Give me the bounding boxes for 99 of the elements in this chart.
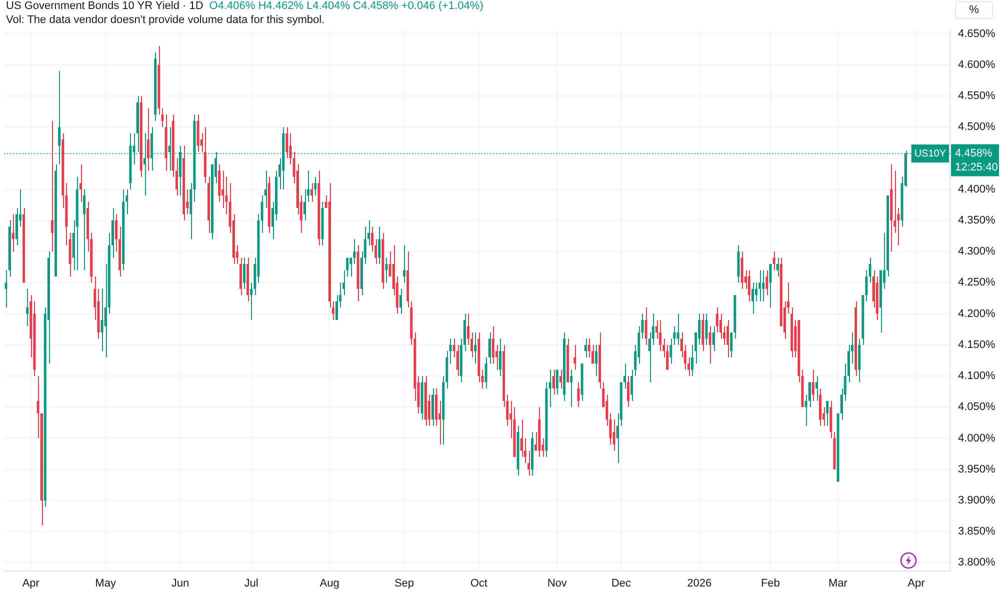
candlestick (577, 382, 580, 408)
candlestick (726, 320, 730, 358)
candlestick (26, 288, 29, 327)
x-tick-label: Dec (611, 577, 632, 590)
candlestick (332, 300, 334, 321)
candlestick (712, 326, 715, 352)
candlestick (559, 369, 562, 389)
candlestick (594, 344, 598, 377)
candlestick (492, 326, 494, 364)
candlestick (623, 363, 626, 389)
candlestick (815, 376, 818, 402)
ref-line-label: US10Y (914, 148, 946, 160)
candlestick (705, 313, 708, 346)
candlestick (350, 257, 352, 277)
candlestick (264, 170, 267, 208)
x-tick-label: Apr (908, 577, 926, 590)
candlestick (353, 238, 356, 264)
candlestick (865, 270, 868, 302)
text: 4.458% (955, 147, 993, 160)
candlestick (552, 369, 555, 396)
candlestick (12, 214, 14, 252)
y-tick-label: 4.350% (958, 214, 996, 226)
candlestick (716, 307, 718, 333)
y-tick-label: 4.400% (958, 183, 996, 196)
x-tick-label: Jul (244, 577, 258, 590)
candlestick (826, 400, 829, 426)
y-tick-label: 4.000% (958, 432, 996, 444)
candlestick (346, 257, 349, 277)
text: O4.406% H4.462% L4.404% C4.458% +0.046 (+1.04%) (209, 0, 484, 12)
y-tick-label: 3.800% (958, 556, 996, 569)
candlestick (474, 332, 477, 364)
candlestick (776, 257, 779, 277)
candlestick (626, 376, 630, 408)
candlestick (570, 369, 573, 408)
y-tick-label: 4.150% (958, 338, 996, 351)
candlestick (758, 270, 762, 302)
candlestick (584, 338, 587, 358)
candlestick (338, 282, 342, 308)
candlestick (399, 288, 402, 314)
candlestick (730, 332, 733, 358)
chart-subtitle: Vol: The data vendor doesn't provide volume data for this symbol. (6, 14, 325, 26)
candlestick (286, 126, 288, 159)
candlestick (303, 188, 306, 221)
candlestick (754, 282, 758, 302)
chart-title: US Government Bonds 10 YR Yield · 1D (6, 0, 204, 12)
candlestick (310, 182, 314, 202)
y-tick-label: 4.200% (958, 308, 996, 320)
candlestick (449, 338, 452, 364)
candlestick (527, 450, 530, 476)
candlestick (762, 270, 765, 302)
candlestick (335, 294, 338, 321)
candlestick (574, 344, 576, 370)
candlestick (242, 257, 246, 290)
x-tick-label: Aug (320, 577, 340, 590)
x-tick-label: May (95, 577, 116, 590)
y-tick-label: 3.900% (958, 494, 996, 507)
y-tick-label: 3.850% (958, 526, 996, 538)
candlestick (670, 338, 672, 364)
x-tick-label: Apr (22, 577, 40, 590)
candlestick (222, 170, 224, 208)
x-tick-label: Mar (828, 577, 848, 590)
x-tick-label: Feb (760, 577, 780, 590)
x-tick-label: Sep (394, 577, 414, 590)
candlestick (378, 226, 381, 264)
candlestick (751, 282, 754, 314)
y-tick-label: 4.500% (958, 121, 996, 134)
candlestick (766, 270, 768, 296)
candlestick (630, 369, 634, 402)
y-axis-title: % (955, 1, 993, 19)
candlestick (82, 188, 86, 271)
y-tick-label: 4.100% (958, 370, 996, 382)
y-tick-label: 4.250% (958, 276, 996, 289)
candlestick (146, 108, 150, 172)
x-tick-label: 2026 (687, 577, 712, 590)
candlestick (673, 326, 676, 346)
candlestick (402, 244, 406, 284)
candlestick (498, 338, 502, 377)
x-tick-label: Jun (171, 577, 190, 590)
candlestick (50, 120, 54, 252)
x-tick-label: Oct (470, 577, 488, 590)
candlestick (385, 257, 388, 284)
y-tick-label: 4.600% (958, 58, 996, 71)
candlestick (161, 108, 164, 128)
candlestick (314, 176, 317, 196)
candlestick (520, 419, 523, 458)
y-tick-label: 3.950% (958, 463, 996, 476)
x-tick-label: Nov (547, 577, 568, 590)
y-tick-label: 4.650% (958, 28, 996, 40)
candlestick (769, 263, 772, 308)
text: 12:25:40 (955, 161, 998, 174)
candlestick (79, 164, 82, 202)
candlestick (658, 320, 662, 352)
y-tick-label: 4.550% (958, 90, 996, 102)
y-tick-label: 4.050% (958, 401, 996, 414)
candlestick (812, 369, 814, 402)
y-tick-label: 4.300% (958, 246, 996, 258)
candlestick (748, 270, 750, 302)
candlestick (556, 369, 558, 396)
candlestick (488, 332, 491, 364)
